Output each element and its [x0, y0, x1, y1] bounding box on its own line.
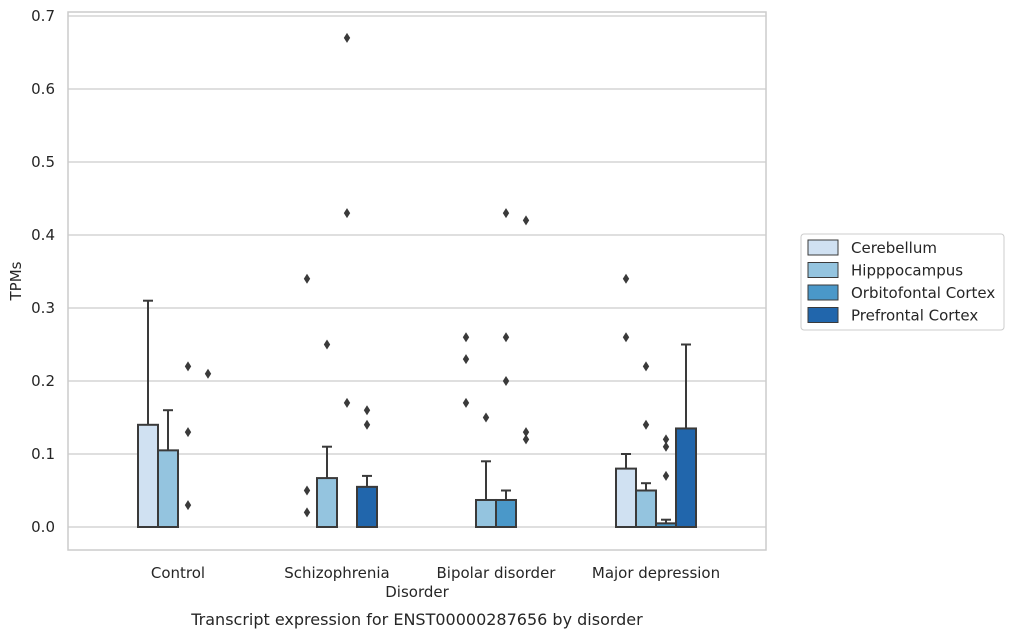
y-tick-label: 0.3 — [31, 299, 55, 317]
bar — [316, 477, 338, 528]
series-hipppocampus — [157, 339, 657, 529]
outlier-point — [363, 405, 371, 416]
series-prefrontal-cortex — [204, 215, 697, 529]
y-tick-label: 0.7 — [31, 7, 55, 25]
bar — [475, 498, 497, 528]
outlier-point — [184, 500, 192, 511]
x-tick-label: Control — [151, 564, 205, 582]
outlier-point — [482, 412, 490, 423]
outlier-point — [662, 441, 670, 452]
outlier-point — [303, 485, 311, 496]
outlier-point — [204, 368, 212, 379]
y-tick-label: 0.0 — [31, 518, 55, 536]
y-tick-label: 0.2 — [31, 372, 55, 390]
chart-marks — [137, 32, 697, 529]
outlier-point — [184, 427, 192, 438]
outlier-point — [184, 361, 192, 372]
legend-frame — [800, 233, 1005, 331]
y-tick-labels: 0.0 0.1 0.2 0.3 0.4 0.5 0.6 0.7 — [31, 7, 55, 536]
outlier-point — [323, 339, 331, 350]
outlier-point — [502, 376, 510, 386]
legend-label: Orbitofontal Cortex — [851, 284, 995, 302]
y-tick-label: 0.4 — [31, 226, 55, 244]
y-tick-label: 0.1 — [31, 445, 55, 463]
legend: Cerebellum Hipppocampus Orbitofontal Corte… — [800, 233, 1005, 331]
outlier-point — [502, 208, 510, 219]
outlier-point — [622, 332, 630, 343]
legend-items: Cerebellum Hipppocampus Orbitofontal Corte… — [807, 239, 995, 325]
bar — [675, 427, 697, 529]
bar — [356, 485, 378, 529]
legend-label: Prefrontal Cortex — [851, 307, 978, 325]
y-tick-label: 0.5 — [31, 153, 55, 171]
bar — [157, 449, 179, 529]
outlier-point — [522, 215, 530, 226]
legend-swatch — [807, 262, 839, 278]
plot-area — [67, 11, 767, 551]
series-orbitofontal-cortex — [184, 32, 677, 528]
outlier-point — [303, 507, 311, 518]
legend-swatch — [807, 239, 839, 256]
x-tick-label: Schizophrenia — [284, 564, 389, 582]
outlier-point — [622, 273, 630, 284]
outlier-point — [522, 427, 530, 438]
y-axis-label: TPMs — [7, 261, 25, 301]
bar — [137, 423, 159, 528]
legend-label: Cerebellum — [851, 239, 937, 257]
x-tick-label: Bipolar disorder — [437, 564, 557, 582]
outlier-point — [363, 419, 371, 430]
outlier-point — [462, 332, 470, 343]
outlier-point — [642, 419, 650, 430]
outlier-point — [662, 434, 670, 445]
outlier-point — [303, 273, 311, 284]
outlier-point — [642, 361, 650, 372]
legend-label: Hipppocampus — [851, 262, 963, 280]
chart-caption: Transcript expression for ENST0000028765… — [190, 610, 643, 629]
x-tick-labels: Control Schizophrenia Bipolar disorder Majo… — [151, 564, 720, 582]
legend-swatch — [807, 307, 839, 323]
legend-swatch — [807, 284, 839, 301]
outlier-point — [522, 434, 530, 445]
y-tick-label: 0.6 — [31, 80, 55, 98]
x-axis-label: Disorder — [385, 583, 449, 601]
bar — [495, 498, 517, 528]
outlier-point — [343, 32, 351, 43]
outlier-point — [462, 397, 470, 408]
outlier-point — [343, 208, 351, 219]
bar — [635, 489, 657, 528]
outlier-point — [662, 470, 670, 481]
outlier-point — [462, 354, 470, 365]
x-tick-label: Major depression — [592, 564, 720, 582]
outlier-point — [502, 332, 510, 343]
bar — [615, 467, 637, 529]
outlier-point — [343, 397, 351, 408]
bar — [655, 522, 677, 528]
